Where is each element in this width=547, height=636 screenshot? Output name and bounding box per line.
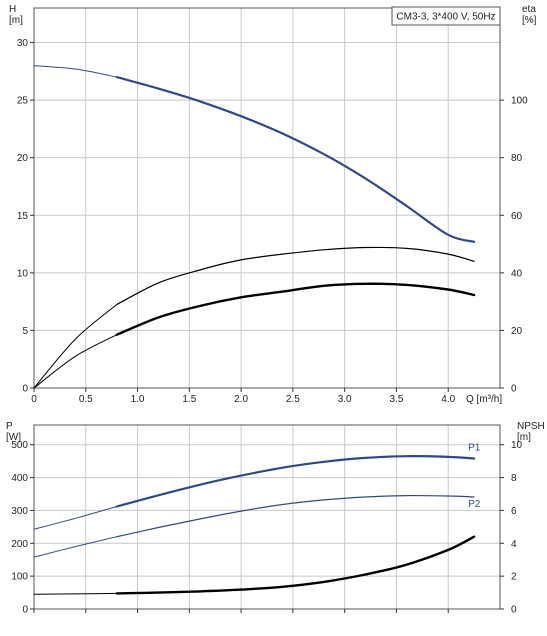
x-axis-tick-label: 3.0 bbox=[338, 394, 352, 405]
left-axis-tick-label: 300 bbox=[11, 506, 28, 517]
x-axis-tick-label: 1.0 bbox=[131, 394, 145, 405]
left-axis-tick-label: 15 bbox=[17, 211, 29, 222]
left-axis-tick-label: 0 bbox=[22, 384, 28, 395]
plot-frame bbox=[33, 7, 501, 389]
npsh-curve-line-thin bbox=[33, 592, 118, 595]
left-axis-tick-label: 30 bbox=[17, 38, 29, 49]
npsh-curve-line bbox=[115, 535, 476, 595]
left-axis-tick-label: 20 bbox=[17, 153, 29, 164]
right-axis-label: [%] bbox=[522, 15, 537, 26]
left-axis-tick-label: 0 bbox=[22, 605, 28, 616]
x-axis-tick-label: 4.0 bbox=[441, 394, 455, 405]
head-curve-line-thin bbox=[33, 65, 118, 78]
left-axis-label: [W] bbox=[6, 432, 21, 443]
right-axis-tick-label: 40 bbox=[511, 268, 523, 279]
power-p2-line-thin bbox=[33, 536, 118, 558]
power-p2-line bbox=[116, 494, 475, 538]
right-axis-label: eta bbox=[522, 4, 536, 15]
left-axis-tick-label: 200 bbox=[11, 539, 28, 550]
x-axis-tick-label: 1.5 bbox=[182, 394, 196, 405]
series-label-p1: P1 bbox=[468, 443, 481, 454]
x-axis-tick-label: 3.5 bbox=[389, 394, 403, 405]
right-axis-label: [m] bbox=[517, 432, 531, 443]
left-axis-tick-label: 10 bbox=[17, 268, 29, 279]
left-axis-tick-label: 400 bbox=[11, 473, 28, 484]
chart-title-box bbox=[391, 6, 501, 26]
right-axis-tick-label: 0 bbox=[511, 605, 517, 616]
x-axis-label: Q [m³/h] bbox=[466, 394, 502, 405]
left-axis-tick-label: 25 bbox=[17, 96, 29, 107]
efficiency-curve-2-line-thin bbox=[33, 334, 118, 389]
right-axis-tick-label: 4 bbox=[511, 539, 517, 550]
left-axis-tick-label: 500 bbox=[11, 440, 28, 451]
right-axis-tick-label: 0 bbox=[511, 384, 517, 395]
x-axis-tick-label: 2.0 bbox=[234, 394, 248, 405]
left-axis-label: H bbox=[9, 4, 16, 15]
right-axis-tick-label: 100 bbox=[511, 96, 528, 107]
x-axis-tick-label: 0.5 bbox=[79, 394, 93, 405]
head-curve-line bbox=[115, 76, 476, 243]
chart-title: CM3-3, 3*400 V, 50Hz bbox=[396, 12, 495, 23]
left-axis-tick-label: 100 bbox=[11, 572, 28, 583]
x-axis-tick-label: 0 bbox=[31, 394, 37, 405]
left-axis-tick-label: 5 bbox=[22, 326, 28, 337]
efficiency-curve-2-line bbox=[115, 282, 476, 336]
x-axis-tick-label: 2.5 bbox=[286, 394, 300, 405]
power-p1-line-thin bbox=[33, 506, 118, 530]
left-axis-label: P bbox=[6, 421, 13, 432]
plot-frame bbox=[33, 424, 501, 610]
efficiency-curve-line-thin bbox=[33, 304, 118, 389]
power-p1-line bbox=[115, 455, 476, 508]
right-axis-tick-label: 6 bbox=[511, 506, 517, 517]
right-axis-tick-label: 2 bbox=[511, 572, 517, 583]
series-label-p2: P2 bbox=[468, 499, 481, 510]
efficiency-curve-line bbox=[116, 246, 475, 306]
right-axis-tick-label: 20 bbox=[511, 326, 523, 337]
left-axis-label: [m] bbox=[9, 15, 23, 26]
right-axis-label: NPSH bbox=[517, 421, 545, 432]
right-axis-tick-label: 80 bbox=[511, 153, 523, 164]
right-axis-tick-label: 8 bbox=[511, 473, 517, 484]
right-axis-tick-label: 60 bbox=[511, 211, 523, 222]
right-axis-tick-label: 10 bbox=[511, 440, 523, 451]
